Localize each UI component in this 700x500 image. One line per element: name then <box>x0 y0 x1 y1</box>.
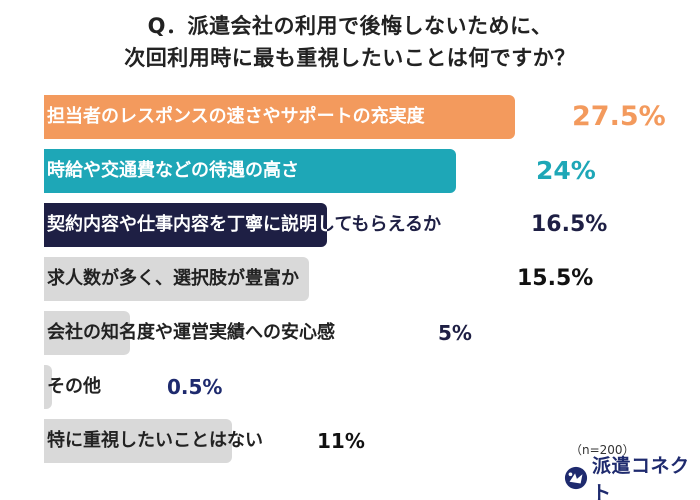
value-label-2: 24% <box>536 156 596 185</box>
value-label-7: 11% <box>317 429 365 453</box>
category-label-4: 求人数が多く、選択肢が豊富か <box>47 268 299 289</box>
value-label-6: 0.5% <box>167 375 223 399</box>
question-title-line-1: Q．派遣会社の利用で後悔しないために、 <box>147 14 553 38</box>
question-title-line-2: 次回利用時に最も重視したいことは何ですか？ <box>124 46 576 70</box>
bar-5 <box>44 311 130 355</box>
sample-size-note: （n=200） <box>570 443 635 457</box>
category-label-6: その他 <box>47 376 101 397</box>
brand-logo-text: 派遣コネクト <box>592 455 690 500</box>
brand-logo: 派遣コネクト <box>564 455 700 500</box>
category-label-7: 特に重視したいことはない <box>47 430 263 451</box>
value-label-1: 27.5% <box>572 101 666 132</box>
logo-mark-icon <box>564 466 588 490</box>
bar-7 <box>44 419 232 463</box>
category-label-5: 会社の知名度や運営実績への安心感 <box>47 322 335 343</box>
bar-3 <box>44 203 327 247</box>
bar-1 <box>44 95 515 139</box>
category-label-1: 担当者のレスポンスの速さやサポートの充実度 <box>47 106 425 127</box>
value-label-3: 16.5% <box>531 212 608 237</box>
bar-4 <box>44 257 309 301</box>
bar-6 <box>44 365 52 409</box>
bar-2 <box>44 149 456 193</box>
value-label-4: 15.5% <box>517 266 594 291</box>
value-label-5: 5% <box>438 321 472 345</box>
category-label-2: 時給や交通費などの待遇の高さ <box>47 160 299 181</box>
category-label-3: 契約内容や仕事内容を丁寧に説明してもらえるか <box>47 203 441 247</box>
